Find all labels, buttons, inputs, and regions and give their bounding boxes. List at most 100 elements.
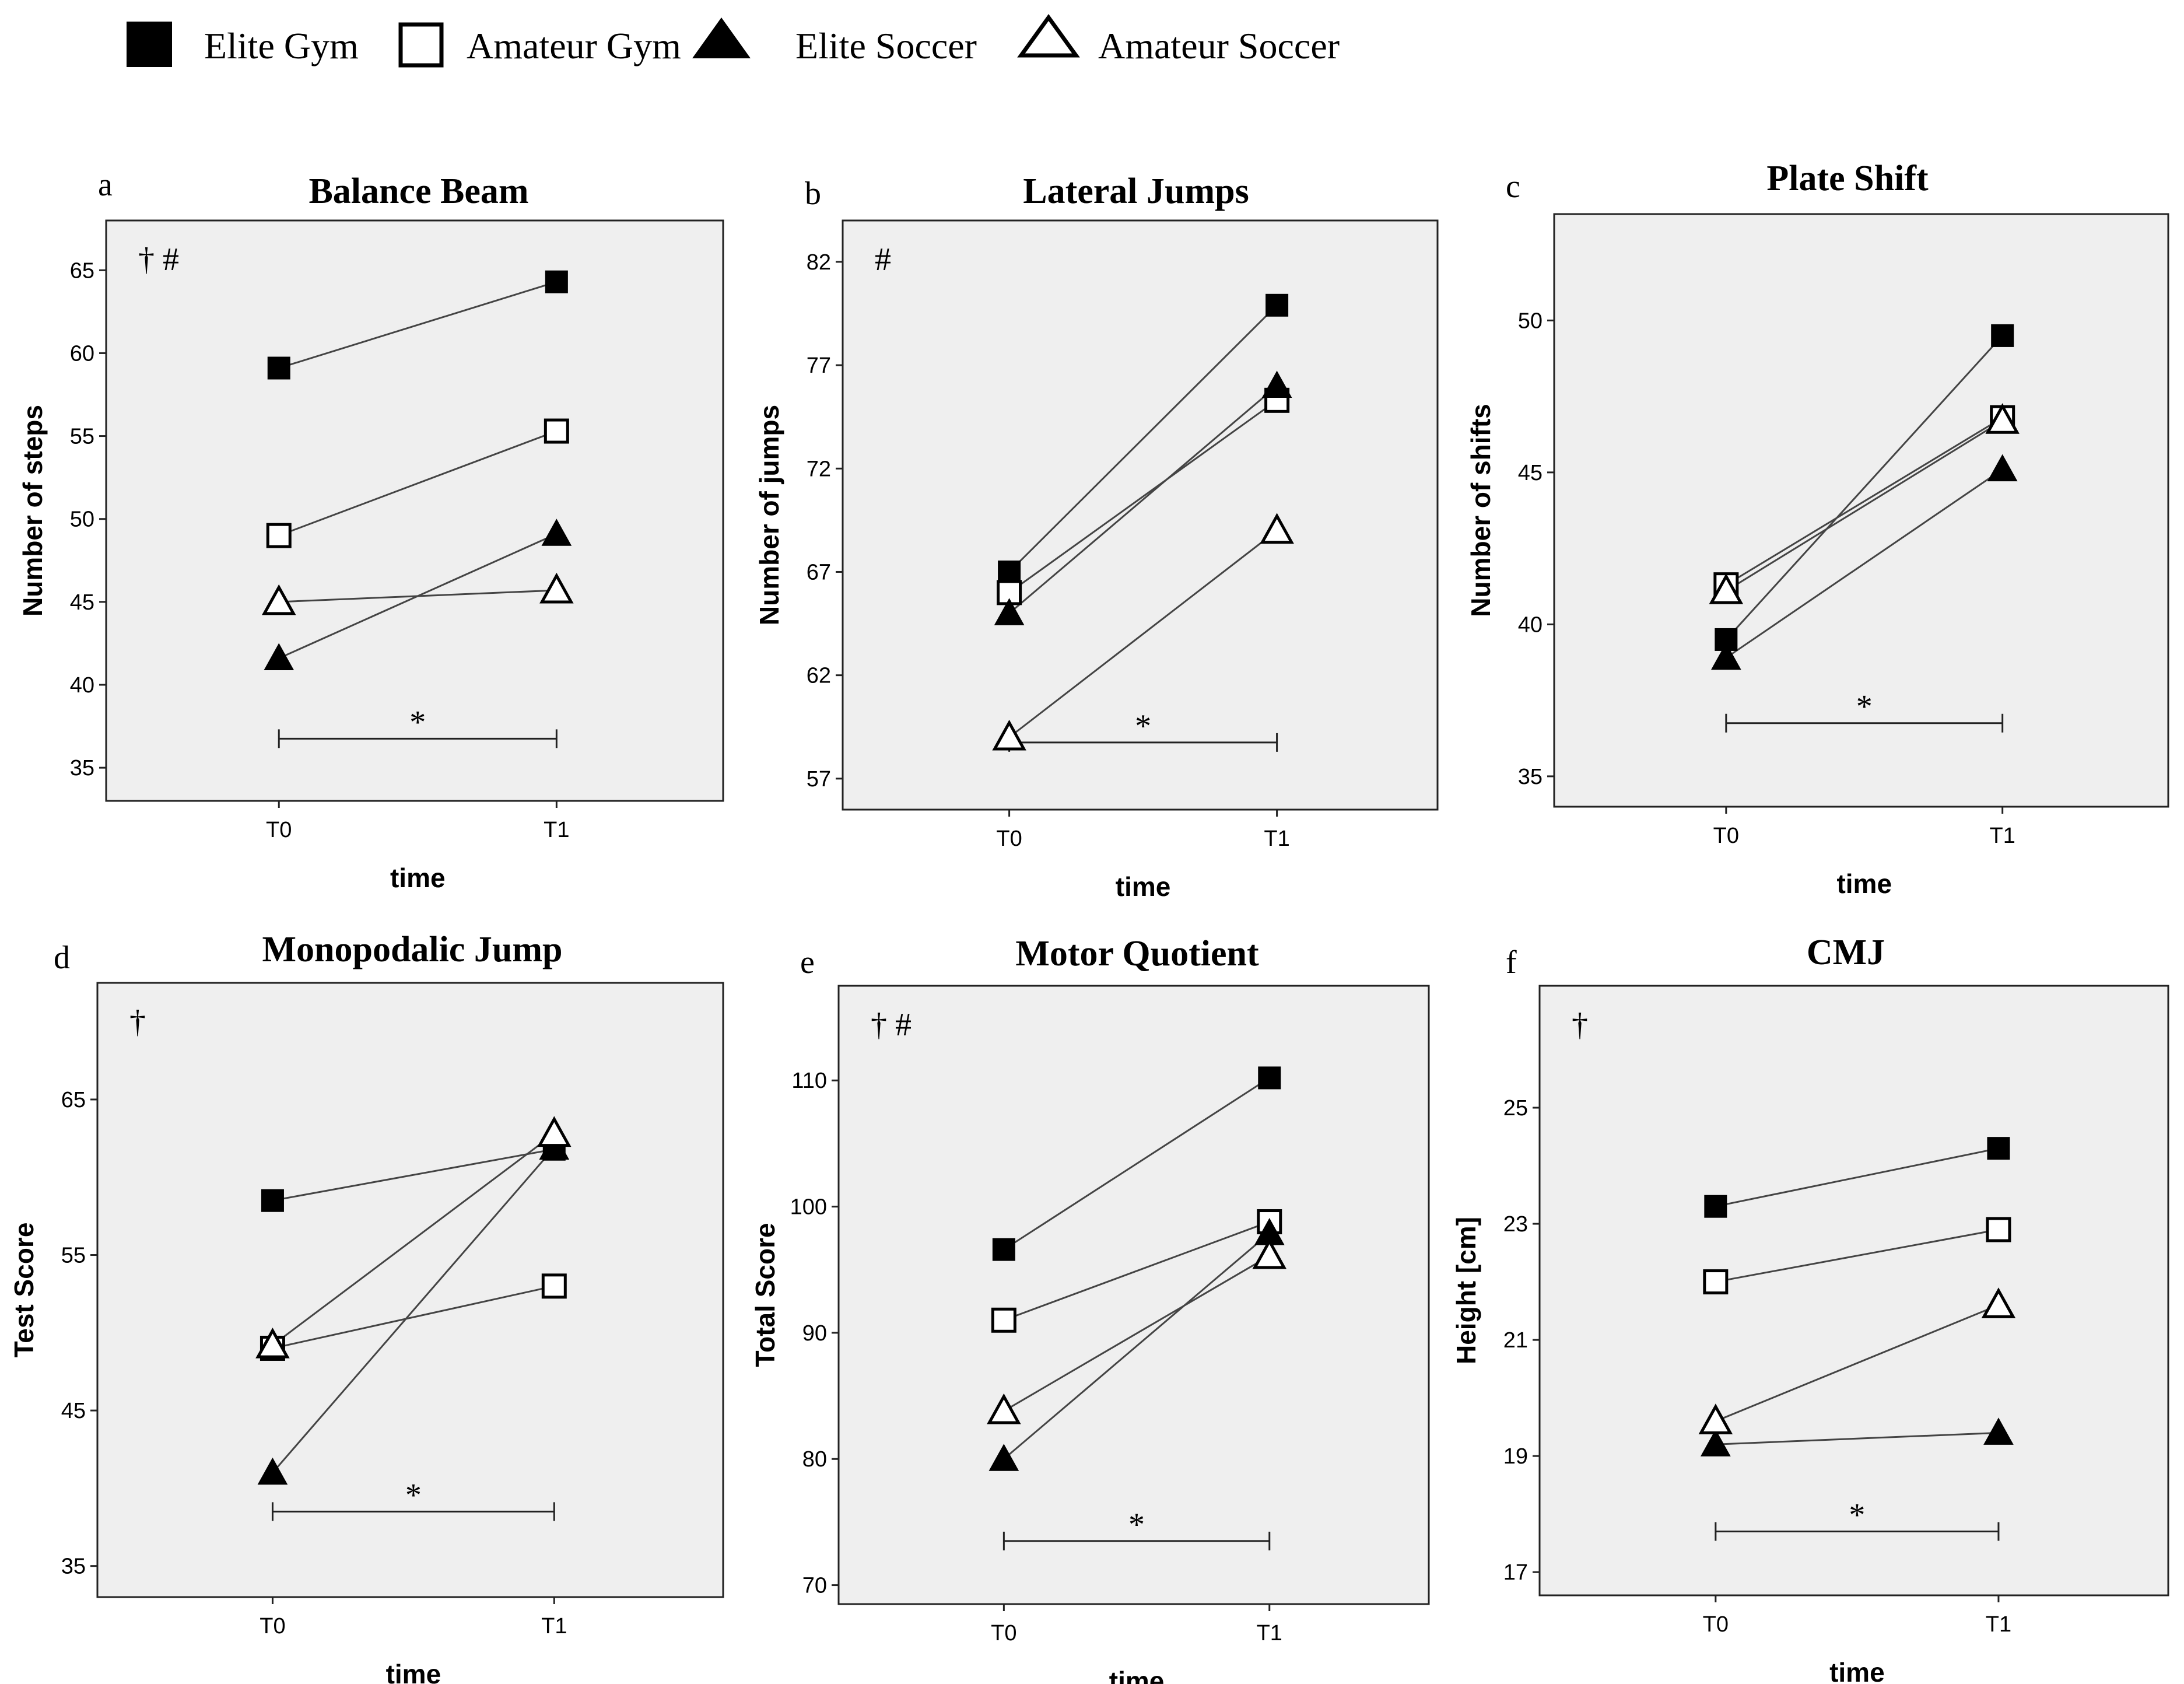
- y-tick-label: 50: [70, 507, 94, 532]
- data-point-elite-gym: [998, 560, 1021, 583]
- y-axis-label: Number of steps: [17, 405, 48, 617]
- series-line: [1726, 416, 2003, 586]
- data-point-amateur-gym: [544, 418, 569, 444]
- plot-area: [1538, 985, 2169, 1597]
- panel-title: Motor Quotient: [1015, 934, 1259, 974]
- plot-area: [96, 982, 724, 1598]
- panel-letter: b: [805, 176, 821, 212]
- y-tick-label: 55: [70, 425, 94, 449]
- x-tick-label: T0: [991, 1621, 1016, 1646]
- data-point-elite-soccer: [257, 1457, 288, 1485]
- y-tick-label: 82: [807, 250, 831, 275]
- x-tick-label: T0: [260, 1614, 285, 1639]
- x-tick-label: T1: [541, 1614, 567, 1639]
- y-tick-label: 62: [807, 664, 831, 688]
- data-point-amateur-gym: [1986, 1217, 2011, 1242]
- panel-letter: f: [1506, 944, 1517, 981]
- data-point-amateur-soccer: [992, 719, 1026, 751]
- x-tick-label: T1: [1257, 1621, 1282, 1646]
- x-tick-label: T1: [1986, 1612, 2011, 1637]
- y-tick-label: 19: [1503, 1444, 1528, 1469]
- plot-area: [837, 985, 1430, 1605]
- series-line: [1008, 304, 1278, 573]
- data-point-elite-gym: [267, 356, 290, 380]
- data-point-elite-gym: [1258, 1066, 1281, 1090]
- series-line: [1008, 530, 1278, 738]
- plot-area: [842, 219, 1439, 811]
- data-point-amateur-soccer: [539, 572, 574, 604]
- y-tick-label: 35: [1518, 765, 1543, 789]
- time-effect-asterisk: *: [1856, 689, 1873, 725]
- series-line: [1003, 1255, 1270, 1412]
- x-axis-label: time: [1116, 871, 1171, 902]
- y-tick-label: 77: [807, 353, 831, 378]
- panel-d: d Monopodalic Jump 35 45 55 65 T0 T1 time Test Sc…: [9, 930, 724, 1684]
- data-point-elite-gym: [261, 1189, 284, 1212]
- panel-title: CMJ: [1807, 933, 1885, 972]
- series-line: [272, 1148, 555, 1202]
- data-point-elite-soccer: [264, 643, 295, 671]
- plot-area: [1553, 213, 2169, 808]
- time-effect-asterisk: *: [1128, 1507, 1145, 1543]
- data-point-elite-gym: [1265, 293, 1289, 317]
- y-tick-label: 45: [1518, 461, 1543, 485]
- data-point-elite-soccer: [988, 1444, 1019, 1471]
- y-axis-label: Number of shifts: [1466, 404, 1496, 617]
- series-line: [1715, 1147, 1999, 1207]
- significance-annotation: †: [129, 1004, 146, 1040]
- data-point-amateur-soccer: [1985, 403, 2020, 434]
- y-tick-label: 67: [807, 560, 831, 584]
- significance-annotation: † #: [871, 1007, 912, 1043]
- y-tick-label: 25: [1503, 1096, 1528, 1121]
- data-point-elite-gym: [992, 1238, 1015, 1261]
- panel-letter: e: [800, 944, 815, 981]
- y-tick-label: 57: [807, 767, 831, 792]
- series-line: [1725, 468, 2003, 659]
- series-line: [272, 1285, 555, 1349]
- time-effect-asterisk: *: [405, 1477, 422, 1513]
- panel-letter: c: [1506, 169, 1520, 205]
- data-point-amateur-soccer: [255, 1327, 290, 1359]
- time-effect-bracket: [271, 1502, 555, 1521]
- x-tick-label: T1: [1990, 824, 2015, 848]
- legend-label-amateur-soccer: Amateur Soccer: [1098, 25, 1340, 66]
- panel-f: f CMJ 17 19 21 23 25 T0 T1 time Height [cm] † *: [1451, 933, 2169, 1684]
- y-tick-label: 60: [70, 341, 94, 366]
- time-effect-asterisk: *: [1135, 708, 1151, 744]
- panel-a: a Balance Beam 35 40 45 50 55 60 65 T0 T1 time Numbe…: [17, 167, 724, 893]
- y-tick-label: 35: [70, 756, 94, 780]
- series-line: [1715, 1228, 1999, 1283]
- y-tick-label: 72: [807, 457, 831, 481]
- series-line: [272, 1133, 555, 1346]
- y-tick-label: 35: [61, 1555, 86, 1579]
- legend-label-elite-soccer: Elite Soccer: [795, 25, 977, 66]
- data-point-amateur-soccer: [1252, 1238, 1287, 1269]
- y-tick-label: 17: [1503, 1560, 1528, 1585]
- data-point-amateur-soccer: [1260, 513, 1294, 544]
- x-axis-label: time: [1836, 869, 1892, 899]
- series-line: [1003, 1077, 1270, 1251]
- x-tick-label: T1: [1264, 827, 1289, 851]
- panel-title: Plate Shift: [1766, 159, 1929, 198]
- y-tick-label: 110: [791, 1069, 827, 1093]
- y-tick-label: 21: [1503, 1328, 1528, 1353]
- y-tick-label: 65: [70, 258, 94, 283]
- y-tick-label: 45: [70, 590, 94, 615]
- significance-annotation: † #: [138, 241, 179, 278]
- series-line: [1003, 1221, 1270, 1321]
- x-tick-label: T1: [544, 818, 569, 842]
- y-tick-label: 70: [802, 1574, 827, 1598]
- data-point-amateur-gym: [1703, 1269, 1729, 1295]
- data-point-elite-gym: [545, 270, 568, 293]
- significance-annotation: #: [875, 241, 891, 278]
- series-line: [279, 589, 557, 603]
- series-line: [1715, 1431, 1999, 1445]
- y-tick-label: 55: [61, 1244, 86, 1268]
- legend-label-elite-gym: Elite Gym: [204, 25, 359, 66]
- y-tick-label: 40: [70, 673, 94, 698]
- y-tick-label: 40: [1518, 612, 1543, 637]
- x-tick-label: T0: [996, 827, 1022, 851]
- panel-b: b Lateral Jumps 57 62 67 72 77 82 T0 T1 time Number…: [754, 171, 1439, 902]
- series-line: [1008, 385, 1278, 614]
- y-axis-label: Height [cm]: [1451, 1217, 1481, 1364]
